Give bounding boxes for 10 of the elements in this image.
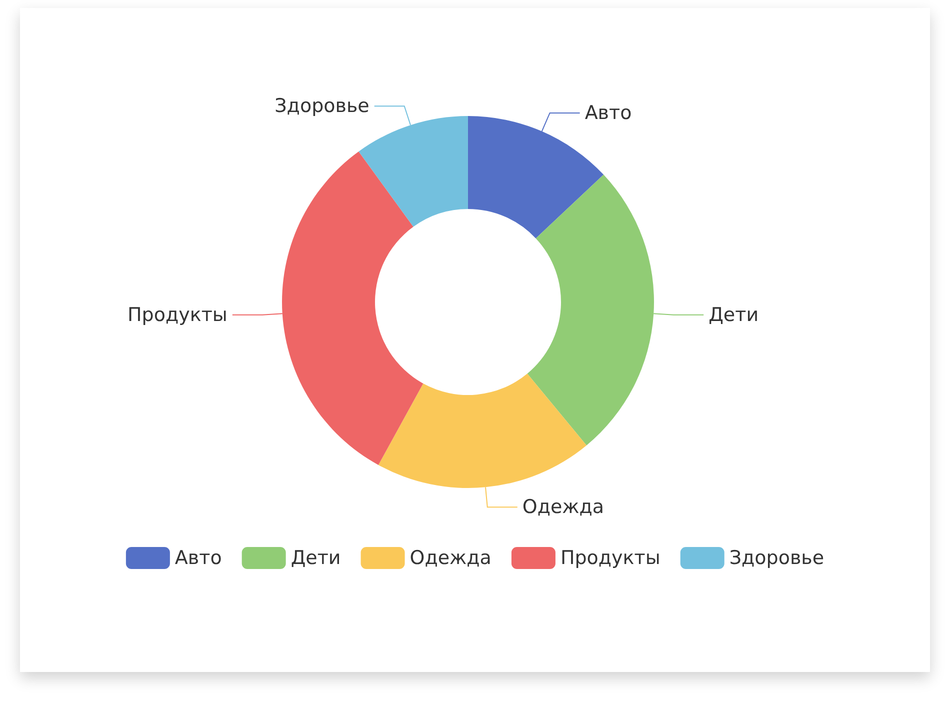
legend-label: Авто <box>174 547 222 569</box>
legend-label: Здоровье <box>729 547 824 569</box>
slice-label: Продукты <box>128 304 228 326</box>
slice-label: Одежда <box>522 496 604 518</box>
legend-label: Продукты <box>560 547 660 569</box>
slice-label: Дети <box>708 304 759 326</box>
slice-label: Здоровье <box>274 95 370 118</box>
slice-label: Авто <box>584 102 632 124</box>
legend-label: Одежда <box>410 547 492 569</box>
legend-label: Дети <box>290 547 341 569</box>
